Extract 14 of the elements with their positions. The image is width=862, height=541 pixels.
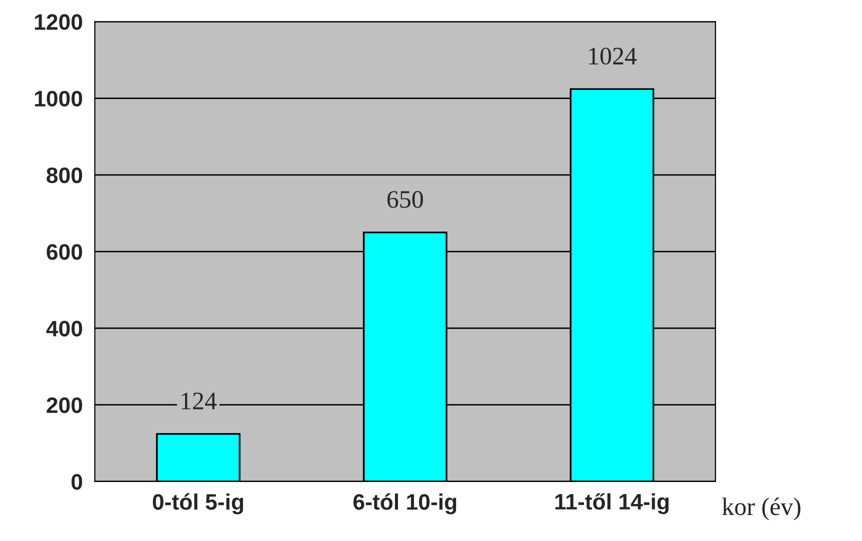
x-tick-label: 11-től 14-ig (555, 493, 669, 514)
y-tick-label: 1000 (34, 90, 82, 107)
x-tick-label: 0-tól 5-ig (152, 493, 244, 514)
data-label: 124 (182, 392, 217, 410)
data-label: 1024 (589, 48, 637, 65)
data-label: 650 (387, 191, 423, 208)
y-tick-label: 800 (46, 167, 82, 184)
x-axis-title: kor (év) (722, 498, 800, 520)
y-tick-label: 0 (72, 474, 82, 490)
y-tick-label: 600 (46, 244, 82, 260)
y-tick-label: 200 (46, 397, 82, 414)
y-tick-label: 400 (46, 320, 82, 336)
y-tick-label: 1200 (34, 14, 82, 30)
x-tick-label: 6-tól 10-ig (353, 493, 456, 514)
